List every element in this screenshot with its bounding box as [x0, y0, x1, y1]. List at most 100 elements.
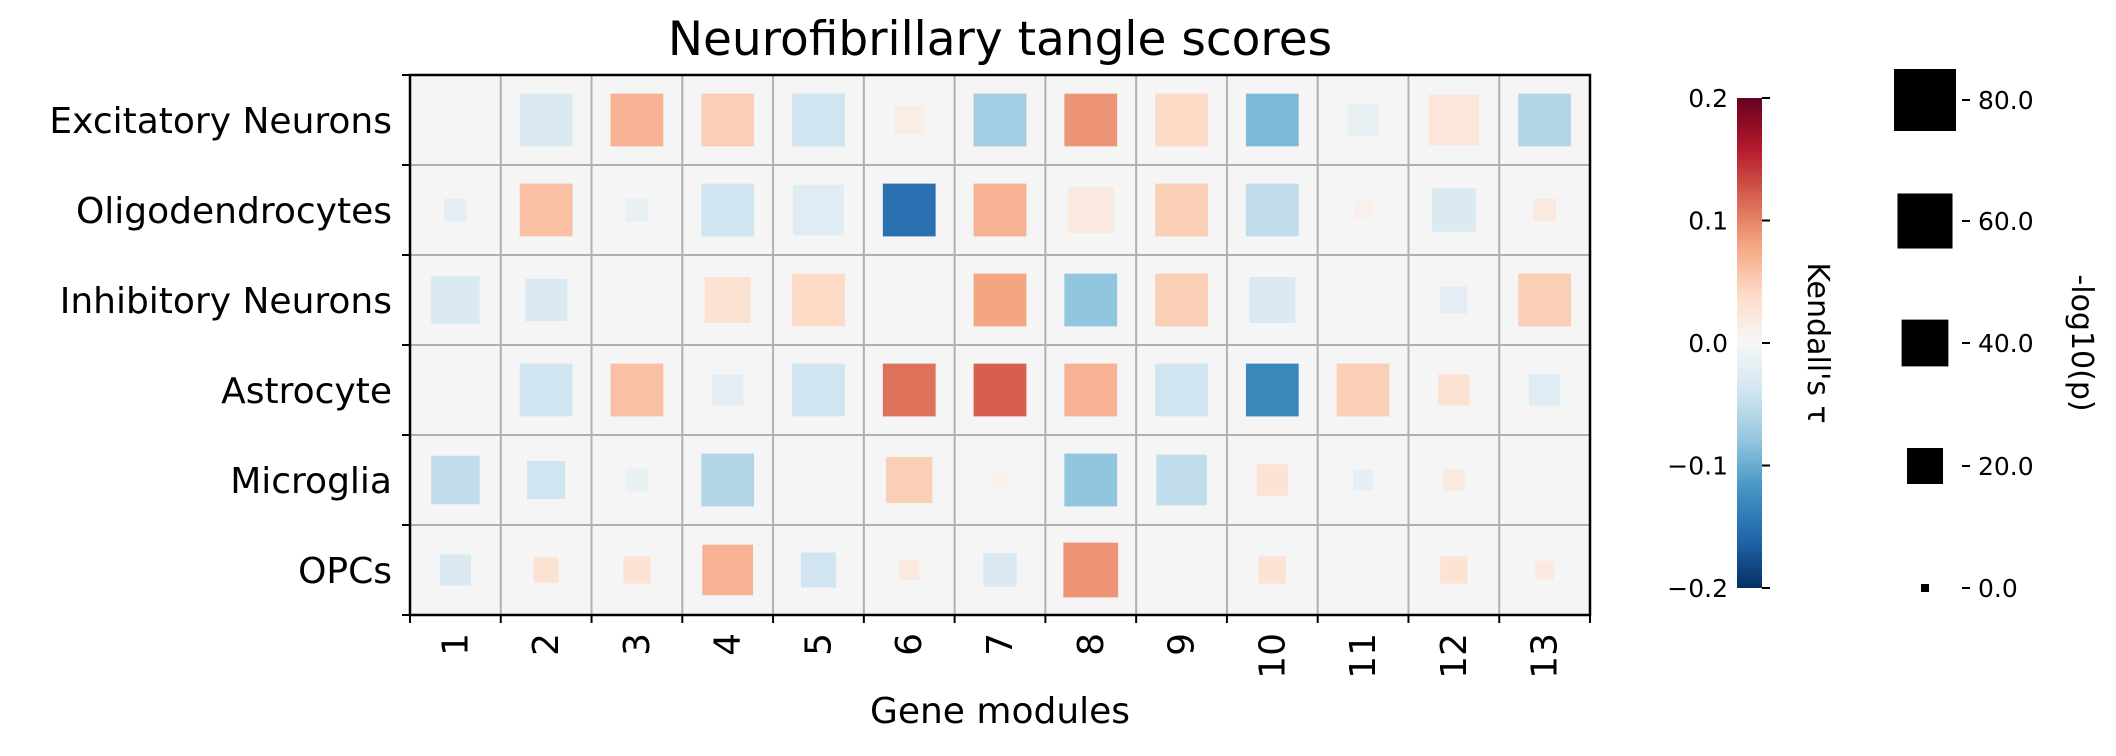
- heatmap-cell: [792, 363, 845, 417]
- heatmap-cell: [882, 363, 936, 417]
- heatmap-cell: [800, 552, 836, 588]
- heatmap-cell: [1155, 93, 1208, 147]
- heatmap-cell: [1440, 286, 1468, 314]
- size-legend-tick-label: 0.0: [1978, 574, 2018, 603]
- heatmap-cell: [701, 183, 755, 237]
- heatmap-cell: [610, 93, 664, 147]
- heatmap-cell: [1336, 363, 1390, 417]
- heatmap-cell: [1064, 93, 1118, 147]
- size-legend-items: 80.0 60.0 40.0 20.0 0.0: [1894, 69, 2034, 603]
- heatmap-cell: [792, 93, 845, 147]
- heatmap-cell: [701, 93, 755, 147]
- cells-layer: [431, 93, 1572, 598]
- heatmap-cell: [882, 183, 936, 237]
- heatmap-cell: [701, 453, 755, 507]
- heatmap-cell: [973, 183, 1027, 237]
- x-tick-label: 10: [1252, 633, 1293, 679]
- heatmap-cell: [899, 559, 920, 581]
- size-legend-marker: [1907, 448, 1943, 484]
- heatmap-cell: [443, 198, 467, 222]
- x-tick-label: 9: [1162, 633, 1203, 656]
- size-legend-tick-label: 40.0: [1978, 329, 2034, 358]
- heatmap-cell: [1431, 188, 1476, 232]
- heatmap-cell: [702, 544, 754, 596]
- heatmap-cell: [704, 276, 751, 324]
- heatmap-cell: [1347, 104, 1379, 136]
- size-legend-tick-label: 80.0: [1978, 86, 2034, 115]
- heatmap-cell: [533, 557, 559, 583]
- heatmap-cell: [1518, 273, 1572, 327]
- y-tick-label: Astrocyte: [221, 371, 392, 412]
- heatmap-cell: [1535, 560, 1554, 580]
- size-legend: 80.0 60.0 40.0 20.0 0.0 -log10(p): [1894, 69, 2099, 603]
- heatmap-cell: [610, 363, 664, 417]
- size-legend-tick-label: 20.0: [1978, 452, 2034, 481]
- x-tick-label: 1: [435, 633, 476, 656]
- heatmap-cell: [431, 455, 480, 505]
- size-legend-marker: [1894, 69, 1956, 131]
- heatmap-cell: [1063, 542, 1119, 598]
- heatmap-cell: [712, 374, 744, 406]
- heatmap-cell: [527, 460, 566, 500]
- heatmap-cell: [1518, 93, 1572, 147]
- heatmap-cell: [1443, 469, 1465, 491]
- heatmap-cell: [1155, 273, 1208, 327]
- heatmap-cell: [1245, 183, 1299, 237]
- heatmap-cell: [1245, 363, 1299, 417]
- x-tick-label: 13: [1525, 633, 1566, 679]
- heatmap-cell: [886, 456, 933, 504]
- chart-title: Neurofibrillary tangle scores: [668, 12, 1332, 67]
- heatmap-cell: [983, 553, 1017, 587]
- x-tick-label: 8: [1071, 633, 1112, 656]
- heatmap-cell: [1155, 363, 1208, 417]
- heatmap-cell: [1245, 93, 1299, 147]
- colorbar-tick-label: 0.0: [1688, 329, 1728, 358]
- heatmap-cell: [1440, 556, 1468, 584]
- x-tick-label: 4: [708, 633, 749, 656]
- heatmap-cell: [1353, 469, 1374, 491]
- heatmap-cell: [793, 184, 844, 236]
- heatmap-cell: [973, 273, 1027, 327]
- x-tick-label: 3: [617, 633, 658, 656]
- colorbar-label: Kendall's τ: [1800, 262, 1835, 423]
- heatmap-cell: [1533, 198, 1557, 222]
- heatmap-cell: [1064, 453, 1118, 507]
- y-tick-label: Excitatory Neurons: [49, 101, 392, 142]
- colorbar-tick-label: −0.1: [1667, 452, 1728, 481]
- x-tick-label: 2: [526, 633, 567, 656]
- heatmap-cell: [629, 292, 644, 308]
- y-tick-label: Inhibitory Neurons: [60, 281, 392, 322]
- heatmap-cell: [1155, 183, 1208, 237]
- x-tick-label: 12: [1434, 633, 1475, 679]
- heatmap-cell: [519, 363, 573, 417]
- heatmap-cell: [1249, 276, 1296, 324]
- heatmap-cell: [811, 472, 826, 488]
- x-tick-label: 5: [798, 633, 839, 656]
- heatmap-cell: [431, 275, 480, 325]
- y-tick-label: OPCs: [298, 551, 392, 592]
- colorbar-tick-label: −0.2: [1667, 574, 1728, 603]
- x-tick-label: 11: [1343, 633, 1384, 679]
- heatmap-cell: [973, 363, 1027, 417]
- x-tick-label: 6: [889, 633, 930, 656]
- axes-layer: Excitatory Neurons Oligodendrocytes Inhibi…: [49, 73, 1592, 679]
- colorbar: 0.2 0.1 0.0 −0.1 −0.2 Kendall's τ: [1667, 84, 1835, 603]
- size-legend-marker: [1921, 584, 1929, 592]
- size-legend-tick-label: 60.0: [1978, 207, 2034, 236]
- y-tick-label: Oligodendrocytes: [76, 191, 392, 232]
- colorbar-gradient: [1737, 98, 1762, 588]
- heatmap-cell: [519, 183, 573, 237]
- heatmap-cell: [1353, 200, 1373, 220]
- heatmap-cell: [1064, 273, 1118, 327]
- heatmap-cell: [1256, 464, 1288, 496]
- size-legend-marker: [1897, 193, 1953, 249]
- heatmap-cell: [623, 556, 651, 584]
- heatmap-cell: [439, 554, 472, 586]
- heatmap-cell: [1258, 556, 1286, 584]
- colorbar-tick-label: 0.1: [1688, 207, 1728, 236]
- heatmap-cell: [990, 470, 1010, 490]
- size-legend-label: -log10(p): [2064, 274, 2099, 411]
- heatmap-cell: [894, 105, 924, 135]
- heatmap-cell: [525, 278, 568, 322]
